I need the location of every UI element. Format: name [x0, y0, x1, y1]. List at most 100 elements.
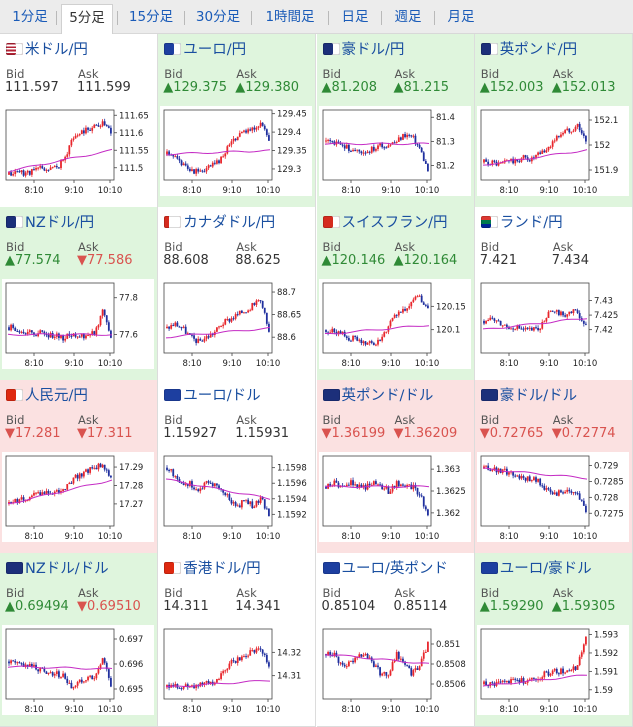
pair-title-link[interactable]: ユーロ/英ポンド	[322, 557, 473, 579]
chart-container[interactable]: 0.851 0.8508 0.8506 8:10 9:10 10:10	[318, 625, 471, 715]
tab-5[interactable]: 1時間足	[265, 9, 315, 25]
pair-name: ユーロ/ドル	[183, 388, 261, 404]
chart-container[interactable]: 1.1598 1.1596 1.1594 1.1592 8:10 9:10 10:10	[160, 452, 313, 542]
currency-pair-card[interactable]: カナダドル/円 Bid Ask 88.608 88.625 88.7 88.65 88.6 8:…	[158, 207, 317, 381]
candle	[168, 325, 171, 332]
chart-container[interactable]: 1.363 1.3625 1.362 8:10 9:10 10:10	[318, 452, 471, 542]
candle	[401, 133, 404, 141]
currency-pair-card[interactable]: NZドル/ドル Bid Ask ▲0.69494 ▼0.69510 0.697 0.696 0…	[0, 553, 158, 727]
candle	[214, 482, 216, 488]
currency-pair-card[interactable]: 英ポンド/ドル Bid Ask ▼1.36199 ▼1.36209 1.363 1.3625…	[316, 380, 475, 554]
candle	[378, 339, 381, 342]
candle	[530, 677, 533, 682]
chart-container[interactable]: 77.8 77.6 8:10 9:10 10:10	[2, 279, 154, 369]
currency-pair-card[interactable]: 人民元/円 Bid Ask ▼17.281 ▼17.311 17.29 17.28 17.27…	[0, 380, 158, 554]
candle	[387, 674, 389, 679]
currency-pair-card[interactable]: 豪ドル/円 Bid Ask ▲81.208 ▲81.215 81.4 81.3 81.2 8:1…	[316, 34, 475, 208]
pair-name: 豪ドル/円	[341, 42, 405, 58]
candle	[247, 309, 250, 314]
candle	[232, 500, 235, 506]
pair-title-link[interactable]: 英ポンド/円	[480, 38, 631, 60]
chart-container[interactable]: 0.729 0.7285 0.728 0.7275 8:10 9:10 10:10	[476, 452, 629, 542]
currency-pair-card[interactable]: 英ポンド/円 Bid Ask ▲152.003 ▲152.013 152.1 152 151.…	[474, 34, 633, 208]
candle	[420, 493, 423, 498]
pair-title-link[interactable]: 米ドル/円	[6, 38, 156, 60]
bid-label: Bid	[480, 413, 500, 427]
candle	[345, 335, 348, 341]
currency-pair-card[interactable]: NZドル/円 Bid Ask ▲77.574 ▼77.586 77.8 77.6 8:10 9:…	[0, 207, 158, 381]
candle	[393, 658, 396, 664]
currency-pair-card[interactable]: 香港ドル/円 Bid Ask 14.311 14.341 14.32 14.31 8:10 9:…	[158, 553, 317, 727]
candle	[176, 321, 179, 327]
chart-container[interactable]: 129.45 129.4 129.35 129.3 8:10 9:10 10:10	[160, 106, 313, 196]
pair-title-link[interactable]: NZドル/ドル	[6, 557, 156, 579]
pair-title-link[interactable]: 豪ドル/円	[322, 38, 473, 60]
candle	[12, 499, 15, 505]
candle	[347, 482, 350, 486]
chart-container[interactable]: 152.1 152 151.9 8:10 9:10 10:10	[476, 106, 629, 196]
x-tick-label: 9:10	[64, 359, 83, 369]
pair-title-link[interactable]: ランド/円	[480, 211, 631, 233]
candle	[353, 147, 356, 152]
currency-pair-card[interactable]: ランド/円 Bid Ask 7.421 7.434 7.43 7.425 7.42 8:10 9:…	[474, 207, 633, 381]
tab-1[interactable]: 1分足	[12, 9, 48, 25]
candle	[362, 483, 364, 490]
tab-3[interactable]: 15分足	[128, 9, 174, 25]
tab-4[interactable]: 30分足	[195, 9, 241, 25]
candle	[185, 682, 187, 687]
candle	[39, 329, 42, 334]
chart-container[interactable]: 17.29 17.28 17.27 8:10 9:10 10:10	[2, 452, 154, 542]
chart-container[interactable]: 0.697 0.696 0.695 8:10 9:10 10:10	[2, 625, 154, 715]
candle	[220, 670, 223, 681]
pair-title-link[interactable]: NZドル/円	[6, 211, 156, 233]
candle	[568, 487, 570, 494]
pair-name: 香港ドル/円	[183, 561, 261, 577]
chart-container[interactable]: 88.7 88.65 88.6 8:10 9:10 10:10	[160, 279, 313, 369]
y-tick-label: 129.3	[277, 165, 301, 175]
tab-7[interactable]: 週足	[394, 9, 422, 25]
candle	[228, 318, 231, 324]
chart-container[interactable]: 81.4 81.3 81.2 8:10 9:10 10:10	[318, 106, 471, 196]
bid-value: 111.597	[5, 80, 59, 95]
currency-grid: 米ドル/円 Bid Ask 111.597 111.599 111.65 111.6 111.…	[0, 34, 633, 727]
pair-title-link[interactable]: 豪ドル/ドル	[480, 384, 631, 406]
candle	[78, 335, 81, 338]
pair-title-link[interactable]: 香港ドル/円	[164, 557, 314, 579]
y-tick-label: 129.35	[277, 147, 307, 157]
chart-container[interactable]: 1.593 1.592 1.591 1.59 8:10 9:10 10:10	[476, 625, 629, 715]
pair-title-link[interactable]: 人民元/円	[6, 384, 156, 406]
currency-pair-card[interactable]: スイスフラン/円 Bid Ask ▲120.146 ▲120.164 120.15 120.…	[316, 207, 475, 381]
pair-title-link[interactable]: ユーロ/豪ドル	[480, 557, 631, 579]
currency-pair-card[interactable]: ユーロ/ドル Bid Ask 1.15927 1.15931 1.1598 1.1596 1.…	[158, 380, 317, 554]
candle	[107, 124, 110, 129]
candle	[559, 131, 562, 139]
currency-pair-card[interactable]: 米ドル/円 Bid Ask 111.597 111.599 111.65 111.6 111.…	[0, 34, 158, 208]
currency-pair-card[interactable]: 豪ドル/ドル Bid Ask ▼0.72765 ▼0.72774 0.729 0.7285 0…	[474, 380, 633, 554]
tab-2[interactable]: 5分足	[61, 4, 113, 34]
tab-8[interactable]: 月足	[447, 9, 475, 25]
candle	[414, 133, 416, 147]
tab-6[interactable]: 日足	[341, 9, 369, 25]
chart-container[interactable]: 7.43 7.425 7.42 8:10 9:10 10:10	[476, 279, 629, 369]
pair-title-link[interactable]: スイスフラン/円	[322, 211, 473, 233]
currency-pair-card[interactable]: ユーロ/英ポンド Bid Ask 0.85104 0.85114 0.851 0.8508 0…	[316, 553, 475, 727]
candle	[241, 309, 244, 314]
candle	[532, 476, 535, 481]
currency-pair-card[interactable]: ユーロ/豪ドル Bid Ask ▲1.59290 ▲1.59305 1.593 1.592 1…	[474, 553, 633, 727]
pair-title-link[interactable]: ユーロ/ドル	[164, 384, 314, 406]
candle	[382, 486, 385, 491]
pair-title-link[interactable]: カナダドル/円	[164, 211, 314, 233]
chart-frame	[5, 109, 115, 181]
pair-title-link[interactable]: ユーロ/円	[164, 38, 314, 60]
currency-pair-card[interactable]: ユーロ/円 Bid Ask ▲129.375 ▲129.380 129.45 129.4 12…	[158, 34, 317, 208]
chart-container[interactable]: 14.32 14.31 8:10 9:10 10:10	[160, 625, 313, 715]
candle	[199, 337, 202, 341]
candle	[424, 159, 427, 165]
candle	[395, 479, 398, 490]
chart-container[interactable]: 111.65 111.6 111.55 111.5 8:10 9:10 10:10	[2, 106, 154, 196]
candle	[245, 128, 248, 134]
candle	[555, 309, 558, 315]
pair-title-link[interactable]: 英ポンド/ドル	[322, 384, 473, 406]
bid-label: Bid	[164, 413, 183, 427]
chart-container[interactable]: 120.15 120.1 8:10 9:10 10:10	[318, 279, 471, 369]
